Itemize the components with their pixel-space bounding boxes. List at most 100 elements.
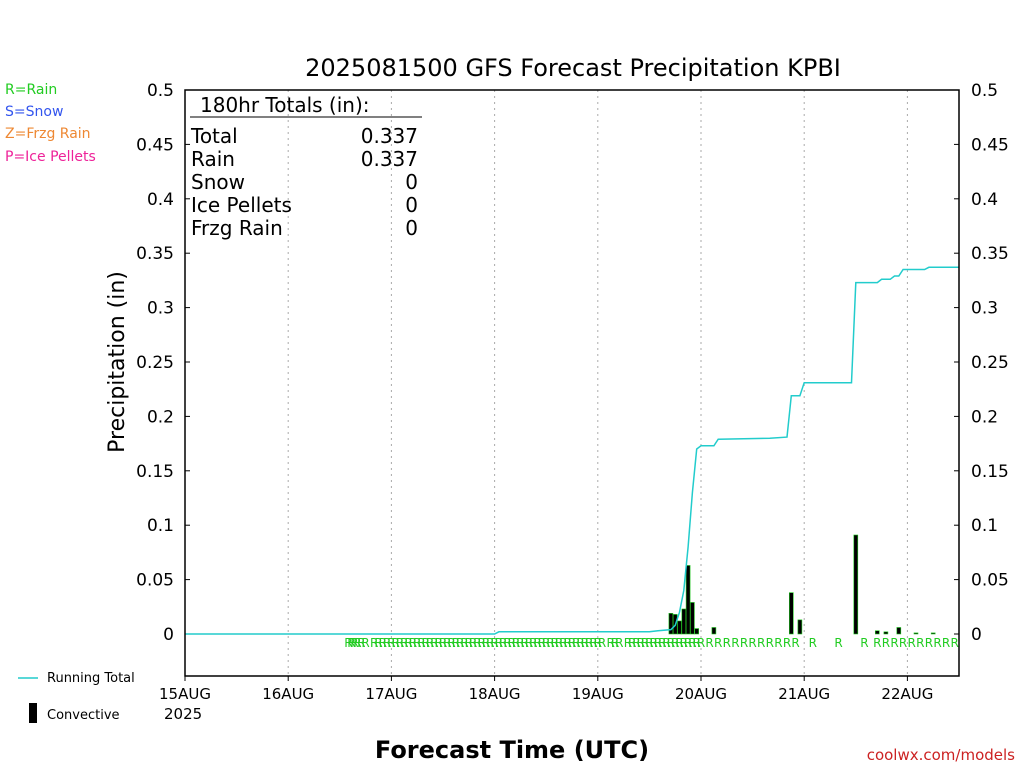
rain-marker: R bbox=[783, 636, 791, 650]
rain-marker: R bbox=[925, 636, 933, 650]
rain-marker: R bbox=[916, 636, 924, 650]
convective-bar bbox=[681, 608, 687, 635]
chart-title: 2025081500 GFS Forecast Precipitation KP… bbox=[305, 54, 841, 82]
rain-marker: R bbox=[495, 636, 503, 650]
rain-marker: R bbox=[607, 636, 615, 650]
rain-marker: R bbox=[396, 636, 404, 650]
rain-marker: R bbox=[585, 636, 593, 650]
ticks-layer: 15AUG 16AUG 17AUG 18AUG 19AUG 20AUG 21AUG 22AUG… bbox=[136, 81, 1009, 703]
rain-marker: R bbox=[465, 636, 473, 650]
rain-marker: R bbox=[572, 636, 580, 650]
rain-marker: R bbox=[654, 636, 662, 650]
rain-marker: R bbox=[594, 636, 602, 650]
rain-marker: R bbox=[933, 636, 941, 650]
rain-marker: R bbox=[809, 636, 817, 650]
convective-bar bbox=[883, 631, 889, 635]
credit-text: coolwx.com/models bbox=[867, 746, 1015, 764]
x-tick-label: 20AUG bbox=[675, 685, 727, 703]
convective-bars-layer bbox=[668, 534, 936, 635]
rain-marker: R bbox=[413, 636, 421, 650]
rain-marker: R bbox=[447, 636, 455, 650]
totals-row-value: 0 bbox=[405, 216, 418, 240]
rain-marker: R bbox=[533, 636, 541, 650]
convective-bar bbox=[685, 565, 691, 635]
rain-marker: R bbox=[473, 636, 481, 650]
rain-marker: R bbox=[705, 636, 713, 650]
rain-marker: R bbox=[353, 636, 361, 650]
convective-bar bbox=[690, 602, 695, 635]
y-tick-label-left: 0.1 bbox=[147, 516, 174, 536]
y-tick-label-right: 0.45 bbox=[971, 135, 1009, 155]
rain-marker: R bbox=[615, 636, 623, 650]
rain-marker: R bbox=[452, 636, 460, 650]
convective-bar bbox=[668, 613, 674, 635]
y-tick-label-right: 0.05 bbox=[971, 571, 1009, 591]
x-tick-label: 21AUG bbox=[778, 685, 830, 703]
rain-marker: R bbox=[882, 636, 890, 650]
rain-marker: R bbox=[740, 636, 748, 650]
y-tick-label-left: 0 bbox=[163, 625, 174, 645]
legend-snow: S=Snow bbox=[5, 104, 64, 120]
year-label: 2025 bbox=[164, 705, 202, 723]
rain-marker: R bbox=[680, 636, 688, 650]
convective-bar bbox=[797, 619, 803, 635]
rain-marker: R bbox=[564, 636, 572, 650]
grid-layer bbox=[287, 90, 908, 676]
rain-marker: R bbox=[723, 636, 731, 650]
y-tick-label-left: 0.2 bbox=[147, 407, 174, 427]
rain-marker: R bbox=[766, 636, 774, 650]
rain-marker: R bbox=[662, 636, 670, 650]
rain-marker: R bbox=[430, 636, 438, 650]
running-total-line bbox=[185, 266, 959, 635]
convective-bar bbox=[896, 627, 902, 635]
rain-marker: R bbox=[374, 636, 382, 650]
rain-marker: R bbox=[890, 636, 898, 650]
rain-marker: R bbox=[624, 636, 632, 650]
rain-marker: R bbox=[400, 636, 408, 650]
legend-rain: R=Rain bbox=[5, 82, 58, 98]
rain-marker: R bbox=[791, 636, 799, 650]
rain-marker: R bbox=[942, 636, 950, 650]
y-tick-label-left: 0.05 bbox=[136, 571, 174, 591]
rain-marker: R bbox=[521, 636, 529, 650]
rain-marker: R bbox=[435, 636, 443, 650]
rain-marker: R bbox=[748, 636, 756, 650]
rain-marker: R bbox=[490, 636, 498, 650]
rain-marker: R bbox=[546, 636, 554, 650]
y-tick-label-left: 0.3 bbox=[147, 299, 174, 319]
rain-marker: R bbox=[469, 636, 477, 650]
rain-marker: R bbox=[632, 636, 640, 650]
rain-marker: R bbox=[344, 636, 352, 650]
rain-marker: R bbox=[834, 636, 842, 650]
y-tick-label-right: 0.3 bbox=[971, 299, 998, 319]
rain-marker: R bbox=[645, 636, 653, 650]
y-tick-label-left: 0.25 bbox=[136, 353, 174, 373]
rain-marker: R bbox=[908, 636, 916, 650]
rain-marker: R bbox=[350, 636, 358, 650]
rain-marker: R bbox=[667, 636, 675, 650]
y-axis-label-group: Precipitation (in) bbox=[105, 271, 130, 453]
rain-marker: R bbox=[581, 636, 589, 650]
rain-marker: R bbox=[598, 636, 606, 650]
x-axis-label: Forecast Time (UTC) bbox=[375, 736, 649, 764]
totals-row-value: 0 bbox=[405, 170, 418, 194]
totals-row-value: 0 bbox=[405, 193, 418, 217]
rain-marker: R bbox=[675, 636, 683, 650]
rain-marker: R bbox=[684, 636, 692, 650]
rain-marker: R bbox=[516, 636, 524, 650]
rain-marker: R bbox=[422, 636, 430, 650]
rain-marker: R bbox=[387, 636, 395, 650]
x-tick-label: 17AUG bbox=[365, 685, 417, 703]
rain-marker: R bbox=[555, 636, 563, 650]
plot-frame bbox=[184, 89, 960, 677]
y-tick-label-left: 0.45 bbox=[136, 135, 174, 155]
totals-row-value: 0.337 bbox=[361, 147, 418, 171]
rain-marker: R bbox=[542, 636, 550, 650]
running-total-legend-label: Running Total bbox=[47, 671, 135, 686]
totals-row-label: Frzg Rain bbox=[191, 216, 283, 240]
y-tick-label-left: 0.15 bbox=[136, 462, 174, 482]
y-tick-label-right: 0 bbox=[971, 625, 982, 645]
rain-marker: R bbox=[951, 636, 959, 650]
y-tick-label-left: 0.35 bbox=[136, 244, 174, 264]
